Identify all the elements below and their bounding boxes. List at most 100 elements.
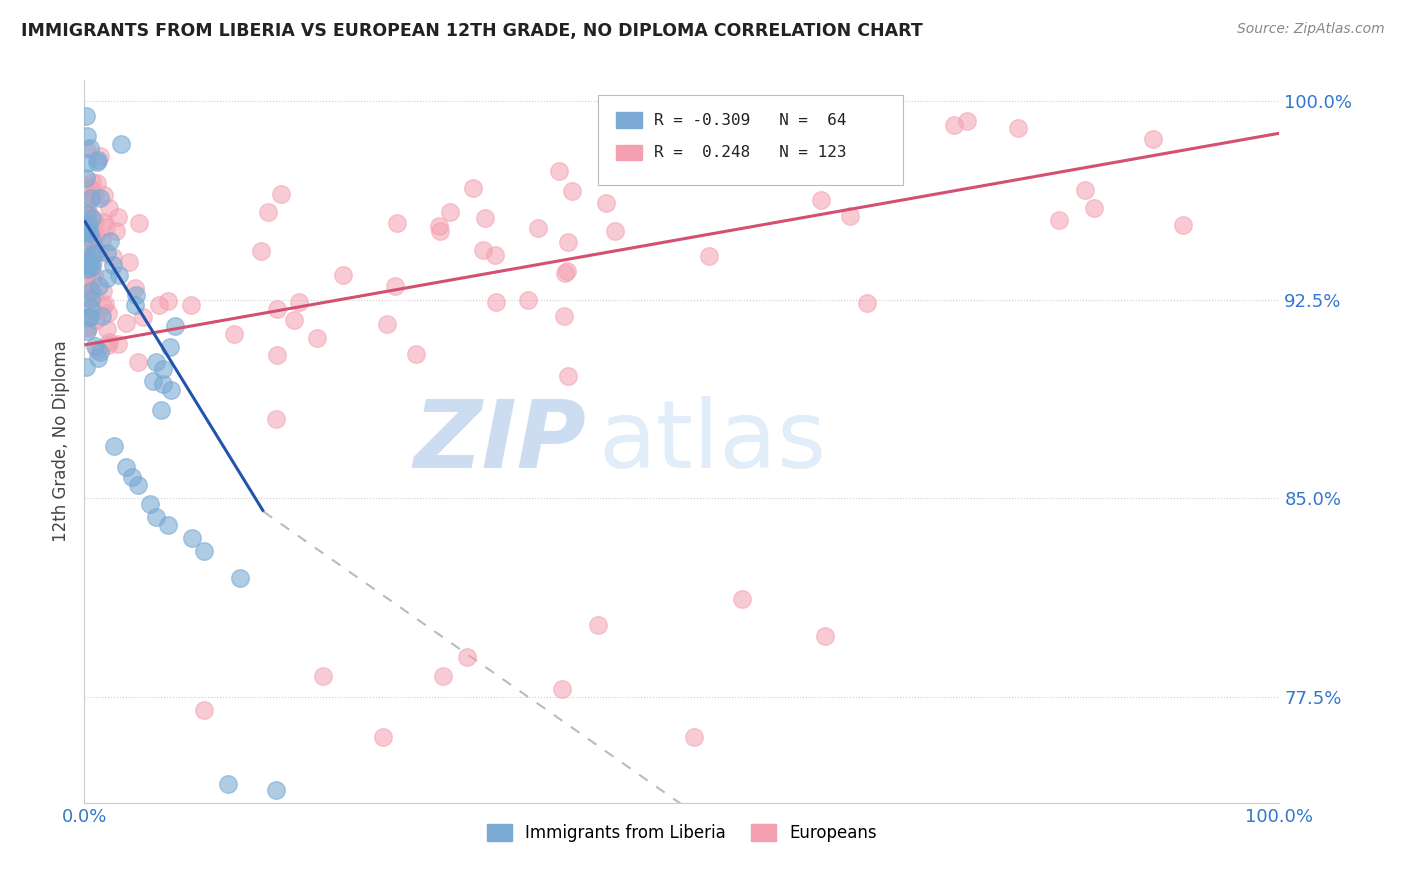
Point — [76, 207, 98, 221]
Text: atlas: atlas — [599, 395, 827, 488]
Point — [152, 376, 174, 391]
Point — [124, 298, 146, 312]
Point — [77, 319, 100, 334]
Point — [181, 531, 204, 545]
Point — [75, 109, 97, 123]
Point — [87, 153, 110, 167]
Point — [553, 309, 575, 323]
Point — [547, 164, 569, 178]
Point — [121, 470, 143, 484]
Point — [75, 235, 97, 250]
Point — [80, 259, 103, 273]
Point — [405, 347, 427, 361]
Point — [77, 247, 100, 261]
Point — [554, 266, 576, 280]
Point — [76, 324, 98, 338]
Point — [127, 355, 149, 369]
Point — [485, 295, 508, 310]
Point — [76, 204, 98, 219]
Point — [142, 374, 165, 388]
Point — [117, 255, 139, 269]
Point — [82, 248, 104, 262]
Point — [103, 438, 125, 452]
Point — [86, 176, 108, 190]
Point — [75, 142, 97, 156]
Point — [104, 224, 127, 238]
Point — [75, 360, 97, 375]
Point — [83, 268, 105, 282]
Text: R =  0.248   N = 123: R = 0.248 N = 123 — [654, 145, 846, 160]
Point — [159, 383, 181, 397]
Point — [224, 326, 246, 341]
Point — [75, 267, 97, 281]
Point — [955, 114, 977, 128]
Point — [1007, 120, 1029, 135]
Point — [86, 351, 108, 365]
Point — [814, 629, 837, 643]
Point — [76, 128, 98, 143]
Point — [82, 230, 104, 244]
Point — [75, 283, 97, 297]
Point — [93, 284, 115, 298]
Point — [266, 302, 288, 317]
Point — [332, 268, 354, 283]
Point — [179, 298, 201, 312]
Text: IMMIGRANTS FROM LIBERIA VS EUROPEAN 12TH GRADE, NO DIPLOMA CORRELATION CHART: IMMIGRANTS FROM LIBERIA VS EUROPEAN 12TH… — [21, 22, 922, 40]
Point — [75, 265, 97, 279]
Point — [150, 403, 173, 417]
Point — [557, 235, 579, 250]
Point — [139, 497, 162, 511]
Point — [98, 234, 121, 248]
Point — [810, 193, 832, 207]
Point — [595, 195, 617, 210]
Point — [96, 245, 118, 260]
Point — [75, 259, 97, 273]
Point — [159, 340, 181, 354]
Point — [731, 592, 754, 607]
Point — [86, 154, 108, 169]
Text: R = -0.309   N =  64: R = -0.309 N = 64 — [654, 112, 846, 128]
Point — [84, 189, 107, 203]
Point — [101, 250, 124, 264]
Text: ZIP: ZIP — [413, 395, 586, 488]
Point — [96, 270, 118, 285]
Point — [89, 191, 111, 205]
Point — [80, 284, 103, 298]
Point — [193, 703, 215, 717]
Point — [98, 202, 121, 216]
Point — [80, 261, 103, 276]
Point — [84, 312, 107, 326]
Point — [148, 298, 170, 312]
Point — [79, 301, 101, 315]
Point — [97, 338, 120, 352]
Point — [156, 293, 179, 308]
Point — [456, 650, 478, 665]
Point — [83, 213, 105, 227]
Point — [110, 137, 132, 152]
Point — [86, 343, 108, 358]
Legend: Immigrants from Liberia, Europeans: Immigrants from Liberia, Europeans — [481, 817, 883, 848]
Point — [79, 226, 101, 240]
Point — [101, 258, 124, 272]
Point — [1074, 183, 1097, 197]
Point — [697, 249, 720, 263]
Point — [90, 309, 112, 323]
Point — [603, 224, 626, 238]
Point — [588, 618, 610, 632]
Point — [1142, 132, 1164, 146]
Point — [75, 251, 97, 265]
Point — [107, 337, 129, 351]
Point — [561, 184, 583, 198]
Point — [229, 571, 252, 585]
FancyBboxPatch shape — [616, 112, 643, 128]
Point — [288, 295, 311, 310]
Point — [94, 297, 117, 311]
Point — [305, 331, 328, 345]
Point — [91, 300, 114, 314]
Point — [84, 245, 107, 260]
Point — [107, 211, 129, 225]
Point — [77, 258, 100, 272]
Point — [266, 348, 288, 362]
Point — [839, 209, 862, 223]
FancyBboxPatch shape — [599, 95, 903, 185]
